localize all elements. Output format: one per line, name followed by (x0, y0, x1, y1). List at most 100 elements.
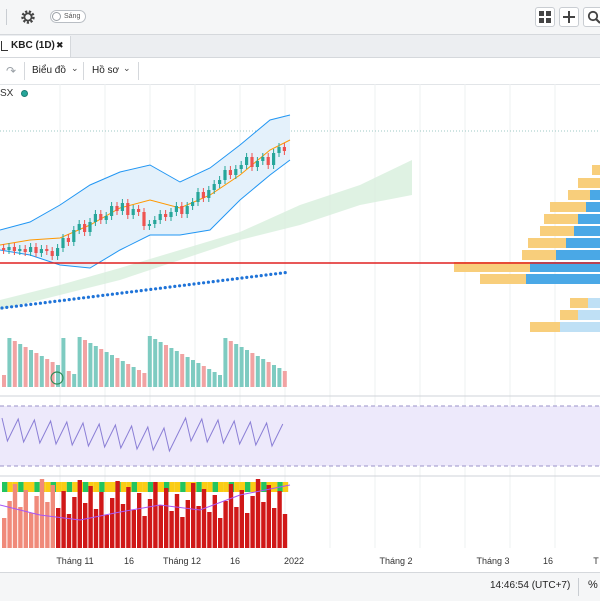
sar-dot (130, 290, 134, 294)
indicator-cell (23, 482, 29, 492)
tab-kbc[interactable]: KBC (1D) ✖ (0, 36, 71, 57)
indicator-bar (12, 484, 18, 548)
volume-bar (66, 371, 71, 387)
theme-toggle-knob (52, 12, 61, 21)
toolbar-separator (6, 9, 7, 25)
indicator-bar (261, 502, 266, 548)
volume-bar (250, 353, 255, 387)
search-button[interactable] (583, 7, 600, 27)
volume-bar (228, 341, 233, 387)
volume-bar (56, 365, 60, 387)
time-axis-label: 16 (543, 556, 553, 566)
sar-dot (168, 285, 172, 289)
indicator-bar (34, 496, 39, 548)
bollinger-bands (0, 114, 291, 269)
layout-grid-button[interactable] (535, 7, 555, 27)
candle-body (212, 184, 216, 190)
candle-body (196, 192, 200, 202)
volume-bar (104, 352, 109, 387)
bb-lower (0, 159, 291, 269)
candle-body (282, 147, 286, 151)
time-axis-label: Tháng 3 (476, 556, 509, 566)
sar-dot (14, 304, 18, 308)
candle-body (34, 247, 38, 253)
candle-body (2, 248, 6, 250)
indicator-bar (185, 500, 190, 548)
tab-chart-icon (1, 41, 8, 51)
profile-menu-label[interactable]: Hồ sơ (92, 65, 120, 76)
volume-profile (454, 165, 600, 332)
volume-bar (23, 347, 28, 387)
candle-body (120, 203, 124, 211)
sar-dot (125, 290, 129, 294)
volume-bar (201, 366, 206, 387)
indicator-cell (180, 482, 186, 492)
profile-bar (454, 262, 600, 272)
profile-bar (574, 226, 600, 236)
settings-gear-icon[interactable] (19, 8, 37, 26)
sar-dot (101, 293, 105, 297)
indicator-bar (56, 508, 61, 548)
profile-bar (544, 214, 600, 224)
status-bar: 14:46:54 (UTC+7) % (0, 572, 600, 601)
profile-bar (530, 262, 600, 272)
redo-icon[interactable]: ↷ (6, 64, 17, 78)
sar-dot (110, 292, 114, 296)
sar-dot (62, 298, 66, 302)
indicator-bar (223, 501, 228, 548)
indicator-bar (180, 517, 185, 548)
sar-dot (86, 295, 90, 299)
candle-body (153, 220, 157, 224)
candle-body (56, 248, 60, 256)
volume-bar (115, 358, 120, 387)
candle-body (23, 249, 27, 252)
chart-menu-label[interactable]: Biểu đồ (32, 65, 66, 76)
sar-dot (206, 280, 210, 284)
price-chart[interactable]: Tháng 11 16 Tháng 12 16 2022 Tháng 2 Tháng 3 16… (0, 0, 600, 572)
clock-readout: 14:46:54 (UTC+7) (490, 580, 571, 591)
search-icon (587, 10, 600, 24)
indicator-bar (29, 513, 34, 548)
indicator-cell (272, 482, 278, 492)
sar-dot (245, 275, 249, 279)
indicator-bar (126, 487, 131, 548)
indicator-cell (2, 482, 8, 492)
indicator-cell (234, 482, 240, 492)
candle-body (66, 238, 70, 242)
percent-scale-toggle[interactable]: % (588, 579, 598, 591)
volume-bar (207, 369, 212, 387)
indicator-visibility-dot[interactable] (21, 90, 28, 97)
indicator-bar (23, 490, 28, 548)
theme-toggle[interactable]: Sáng (50, 10, 86, 23)
volume-bar (185, 357, 190, 387)
tab-bar: KBC (1D) ✖ (0, 35, 600, 58)
sar-dot (221, 278, 225, 282)
volume-bar (83, 340, 87, 387)
candle-body (72, 230, 76, 242)
candle-body (12, 247, 16, 251)
candle-body (223, 170, 227, 180)
add-button[interactable] (559, 7, 579, 27)
sar-dot (182, 283, 186, 287)
indicator-bar (66, 514, 72, 548)
bb-upper (0, 114, 291, 231)
indicator-bar (77, 480, 82, 548)
indicator-line (0, 484, 291, 521)
candle-body (169, 212, 173, 217)
candle-body (104, 216, 108, 220)
indicator-cell (147, 482, 154, 492)
profile-bar (578, 310, 600, 320)
indicator-bar (174, 494, 180, 548)
candle-body (180, 206, 184, 214)
candle-body (61, 238, 65, 248)
indicator-cell (212, 482, 218, 492)
candle-body (158, 214, 162, 220)
chevron-down-icon: ⌄ (123, 63, 131, 73)
tab-close-icon[interactable]: ✖ (56, 40, 64, 50)
sar-dot (10, 305, 14, 309)
volume-bar (239, 347, 244, 387)
indicator-cell (56, 482, 62, 492)
time-axis-label: 16 (230, 556, 240, 566)
volume-bar (147, 336, 152, 387)
candle-body (29, 247, 33, 252)
